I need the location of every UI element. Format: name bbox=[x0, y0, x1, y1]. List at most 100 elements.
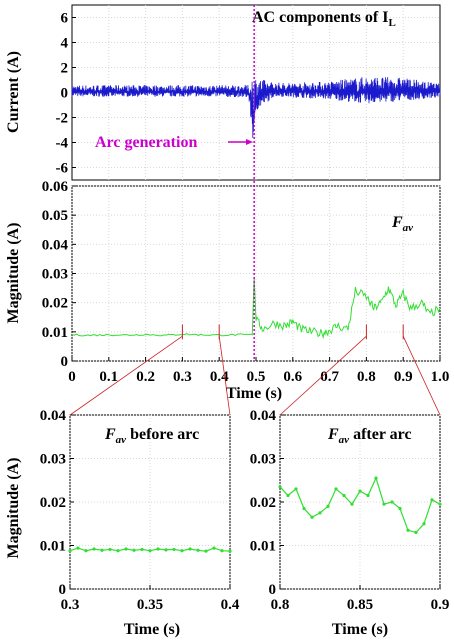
after-data-point bbox=[286, 493, 290, 498]
after-arc-panel: 0.04 0.03 0.02 0.01 00.8 0.85 0.9 Time (s) Fav… bbox=[250, 408, 450, 638]
current-ytick-label: 2 bbox=[61, 61, 69, 77]
magnitude-xtick-label: 0.2 bbox=[136, 369, 155, 385]
magnitude-series-line bbox=[71, 277, 441, 340]
magnitude-ytick-label: 0.05 bbox=[42, 208, 68, 224]
before-xtick-label: 0.4 bbox=[221, 597, 240, 613]
before-data-point bbox=[84, 549, 88, 553]
before-data-point bbox=[108, 547, 112, 552]
after-data-point bbox=[302, 506, 306, 511]
zoom-connector-line bbox=[218, 336, 231, 416]
zoom-connector-line bbox=[279, 335, 367, 416]
magnitude-xtick-label: 0.9 bbox=[394, 369, 413, 385]
arc-generation-label: Arc generation bbox=[95, 134, 197, 151]
before-ylabel: Magnitude (A) bbox=[5, 458, 22, 559]
before-data-point bbox=[92, 547, 96, 551]
before-ytick-label: 0.02 bbox=[40, 495, 66, 511]
fav-legend-sub: av bbox=[403, 222, 414, 234]
magnitude-xtick-label: 0.3 bbox=[173, 369, 192, 385]
before-ytick-label: 0.04 bbox=[40, 408, 67, 424]
after-data-point bbox=[350, 502, 354, 506]
after-data-point bbox=[358, 489, 362, 493]
before-data-point bbox=[204, 549, 208, 553]
before-title-rest: before arc bbox=[126, 426, 199, 443]
before-data-point bbox=[156, 547, 160, 551]
after-data-point bbox=[326, 504, 330, 508]
after-title-main: F bbox=[327, 426, 339, 443]
before-arc-panel: 0.04 0.03 0.02 0.01 00.3 0.35 0.4 Magnitude (A… bbox=[5, 408, 240, 638]
before-title-sub: av bbox=[116, 434, 127, 446]
magnitude-xtick-label: 0.4 bbox=[210, 369, 229, 385]
magnitude-xtick-label: 0.8 bbox=[357, 369, 376, 385]
before-data-point bbox=[148, 549, 152, 553]
after-data-point bbox=[318, 511, 322, 515]
before-data-point bbox=[116, 549, 120, 553]
current-ytick-label: -4 bbox=[56, 136, 69, 152]
after-data-point bbox=[374, 476, 378, 480]
magnitude-xtick-label: 0.6 bbox=[283, 369, 302, 385]
before-data-point bbox=[172, 547, 176, 552]
before-ytick-label: 0.01 bbox=[40, 539, 66, 555]
current-title-sub: L bbox=[388, 17, 395, 29]
after-data-point bbox=[342, 493, 346, 498]
after-ytick-label: 0.02 bbox=[250, 495, 276, 511]
current-ytick-label: 6 bbox=[61, 11, 69, 27]
before-xtick-label: 0.35 bbox=[137, 597, 163, 613]
before-data-point bbox=[132, 548, 136, 552]
zoom-connector-line bbox=[402, 336, 441, 416]
after-data-point bbox=[414, 530, 418, 535]
after-ytick-label: 0.01 bbox=[250, 539, 276, 555]
magnitude-ylabel: Magnitude (A) bbox=[5, 223, 22, 324]
before-data-point bbox=[68, 549, 72, 553]
magnitude-xtick-label: 0.5 bbox=[247, 369, 266, 385]
magnitude-ytick-label: 0.04 bbox=[42, 237, 69, 253]
after-data-point bbox=[366, 493, 370, 498]
current-ytick-label: -6 bbox=[56, 161, 69, 177]
magnitude-xtick-label: 1.0 bbox=[431, 369, 450, 385]
current-series-line bbox=[71, 77, 441, 138]
after-xtick-label: 0.85 bbox=[347, 597, 373, 613]
magnitude-xlabel: Time (s) bbox=[226, 385, 282, 402]
current-title-main: AC components of I bbox=[252, 9, 388, 26]
magnitude-xtick-label: 0.7 bbox=[320, 369, 339, 385]
before-data-point bbox=[76, 546, 80, 550]
after-data-point bbox=[278, 485, 282, 489]
zoom-connector-line bbox=[69, 335, 183, 416]
after-data-point bbox=[310, 515, 314, 519]
after-data-point bbox=[390, 500, 394, 504]
before-data-point bbox=[212, 546, 216, 550]
current-title: AC components of IL bbox=[252, 9, 396, 29]
after-ytick-label: 0.03 bbox=[250, 452, 276, 468]
after-data-point bbox=[382, 502, 386, 506]
after-data-point bbox=[406, 528, 410, 532]
current-ytick-label: 0 bbox=[61, 86, 69, 102]
after-title-sub: av bbox=[339, 434, 350, 446]
current-ylabel: Current (A) bbox=[5, 51, 22, 133]
magnitude-ytick-label: 0.01 bbox=[42, 325, 68, 341]
before-xlabel: Time (s) bbox=[124, 621, 180, 638]
before-data-point bbox=[164, 548, 168, 552]
magnitude-xtick-label: 0.1 bbox=[99, 369, 118, 385]
before-data-point bbox=[196, 548, 200, 552]
before-data-point bbox=[124, 547, 128, 551]
current-ytick-label: -2 bbox=[56, 111, 69, 127]
fav-legend: Fav bbox=[391, 214, 413, 234]
before-data-point bbox=[140, 547, 144, 552]
after-data-point bbox=[438, 502, 442, 506]
zoom-connectors bbox=[69, 335, 441, 416]
after-xtick-label: 0.8 bbox=[271, 597, 290, 613]
magnitude-panel: 0.06 0.05 0.04 0.03 0.02 0.01 00 0.1 0.2 0.3 0.4 0.… bbox=[5, 179, 449, 402]
current-panel: 6 4 2 0 -2 -4 -6 Current (A) AC components of … bbox=[5, 4, 441, 181]
after-title-rest: after arc bbox=[349, 426, 411, 443]
after-data-point bbox=[398, 506, 402, 511]
before-data-point bbox=[180, 549, 184, 553]
magnitude-ytick-label: 0.03 bbox=[42, 267, 68, 283]
after-data-point bbox=[294, 487, 298, 491]
before-data-point bbox=[220, 549, 224, 553]
magnitude-xtick-label: 0 bbox=[68, 369, 76, 385]
after-data-point bbox=[422, 522, 426, 526]
after-ytick-label: 0.04 bbox=[250, 408, 277, 424]
before-title-main: F bbox=[104, 426, 116, 443]
fav-legend-main: F bbox=[391, 214, 403, 231]
before-ytick-label: 0.03 bbox=[40, 452, 66, 468]
